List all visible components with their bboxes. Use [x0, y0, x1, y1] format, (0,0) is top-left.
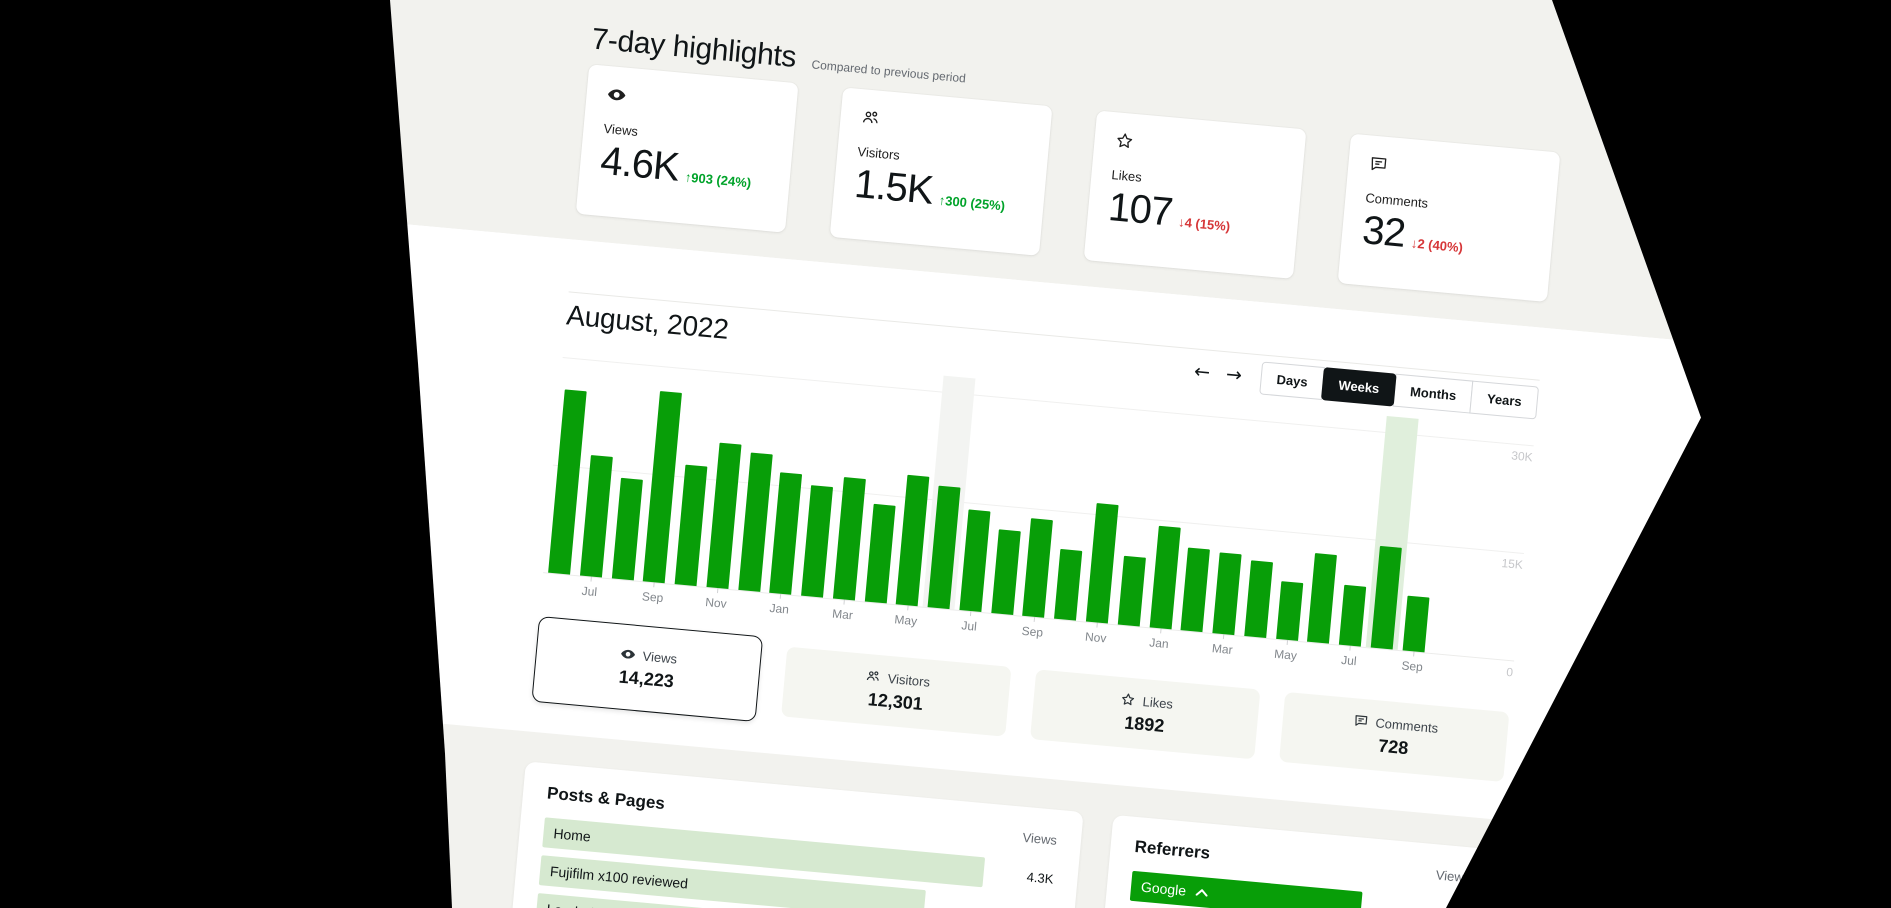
stat-value: 1.5K — [852, 161, 935, 213]
x-axis-tick — [1413, 651, 1415, 657]
x-axis-label: May — [893, 612, 918, 629]
comment-icon — [1354, 715, 1367, 726]
metric-tab-likes[interactable]: Likes 1892 — [1030, 669, 1261, 760]
tab-months[interactable]: Months — [1392, 373, 1474, 414]
chart-section: August, 2022 ← → Days Weeks Months Years — [254, 214, 1854, 848]
highlight-cards: Views 4.6K ↑903 (24%) Visitors 1.5K ↑300… — [575, 64, 1561, 303]
metric-tab-label: Views — [642, 648, 678, 667]
y-axis-tick-15k: 15K — [1500, 556, 1524, 572]
prev-period-arrow[interactable]: ← — [1193, 360, 1212, 384]
x-axis-tick — [1223, 634, 1225, 640]
next-period-arrow[interactable]: → — [1225, 363, 1243, 387]
x-axis-tick — [716, 588, 719, 594]
comment-icon — [1371, 157, 1387, 171]
stat-delta: ↑300 (25%) — [938, 192, 1006, 214]
x-axis-label: Mar — [1211, 641, 1234, 657]
x-axis-tick — [1349, 645, 1352, 651]
metric-tab-label: Visitors — [887, 670, 931, 690]
eye-icon — [620, 649, 635, 659]
people-icon — [866, 671, 879, 681]
x-axis-tick — [1096, 622, 1099, 628]
x-axis-tick — [590, 576, 592, 582]
post-views: 4.3K — [1026, 868, 1055, 887]
x-axis-tick — [1286, 639, 1288, 645]
views-card: Views 4.6K ↑903 (24%) — [575, 64, 799, 233]
photo-edge-left — [0, 0, 452, 908]
x-axis-label: Nov — [1084, 629, 1107, 646]
star-icon — [1121, 693, 1134, 706]
metric-tab-value: 14,223 — [618, 666, 675, 692]
metric-tab-visitors[interactable]: Visitors 12,301 — [781, 646, 1012, 737]
list-item[interactable]: Google 6.2K — [1129, 870, 1468, 908]
tab-weeks[interactable]: Weeks — [1321, 367, 1397, 407]
metric-tabs: Views 14,223 Visitors 12,301 — [531, 615, 1510, 790]
x-axis-label: Jul — [960, 618, 978, 634]
views-column-header: Views — [1021, 829, 1058, 848]
referrer-name: Google — [1140, 878, 1187, 899]
posts-pages-card: Posts & Pages Views Home 4.3K Fujif — [504, 761, 1084, 908]
chevron-up-icon[interactable] — [1195, 888, 1209, 897]
y-axis-tick-0: 0 — [1505, 664, 1514, 680]
stat-delta: ↓2 (40%) — [1410, 235, 1464, 256]
metric-tab-value: 1892 — [1123, 712, 1166, 737]
x-axis-label: Sep — [1021, 623, 1044, 640]
posts-pages-title: Posts & Pages — [546, 783, 666, 814]
metric-tab-value: 12,301 — [867, 689, 924, 715]
browser-page: 7-day highlights Compared to previous pe… — [194, 0, 1884, 908]
referrers-title: Referrers — [1133, 836, 1211, 863]
likes-card: Likes 107 ↓4 (15%) — [1083, 110, 1307, 279]
tab-days[interactable]: Days — [1259, 361, 1326, 401]
x-axis-tick — [843, 599, 845, 605]
x-axis-label: Jul — [1340, 652, 1358, 669]
visitors-card: Visitors 1.5K ↑300 (25%) — [829, 87, 1053, 256]
stat-value: 32 — [1360, 208, 1407, 256]
metric-tab-comments[interactable]: Comments 728 — [1279, 691, 1510, 783]
period-heading: August, 2022 — [565, 298, 730, 345]
metric-tab-label: Comments — [1374, 714, 1439, 736]
x-axis-label: Sep — [1400, 658, 1424, 675]
lists-section: Posts & Pages Views Home 4.3K Fujif — [223, 706, 1809, 908]
post-views: 3.6K — [998, 904, 1051, 908]
metric-tab-label: Likes — [1142, 693, 1174, 712]
metric-tab-value: 728 — [1377, 735, 1410, 759]
referrers-card: Referrers Views Google 6.2K — [1091, 814, 1497, 908]
x-axis-tick — [970, 611, 972, 617]
x-axis-tick — [1033, 616, 1035, 622]
x-axis-label: Nov — [704, 595, 728, 611]
y-axis-tick-30k: 30K — [1510, 448, 1534, 465]
x-axis-tick — [1159, 628, 1162, 634]
x-axis-label: May — [1273, 646, 1298, 663]
people-icon — [862, 111, 878, 124]
stat-delta: ↓4 (15%) — [1177, 214, 1231, 234]
highlights-section: 7-day highlights Compared to previous pe… — [299, 0, 1884, 357]
comparison-note: Compared to previous period — [810, 57, 967, 86]
x-axis-tick — [653, 582, 656, 588]
x-axis-label: Mar — [831, 606, 854, 623]
tab-years[interactable]: Years — [1469, 380, 1540, 420]
x-axis-label: Sep — [641, 589, 664, 606]
x-axis-tick — [906, 605, 909, 611]
x-axis-label: Jan — [1148, 635, 1170, 652]
star-icon — [1117, 133, 1133, 148]
stat-value: 4.6K — [598, 138, 681, 190]
stat-value: 107 — [1106, 185, 1175, 235]
x-axis-label: Jul — [581, 583, 598, 600]
x-axis-tick — [780, 593, 782, 599]
stat-delta: ↑903 (24%) — [684, 169, 752, 191]
metric-tab-views[interactable]: Views 14,223 — [531, 615, 764, 723]
x-axis-label: Jan — [768, 600, 790, 617]
comments-card: Comments 32 ↓2 (40%) — [1337, 133, 1561, 303]
eye-icon — [607, 89, 626, 101]
